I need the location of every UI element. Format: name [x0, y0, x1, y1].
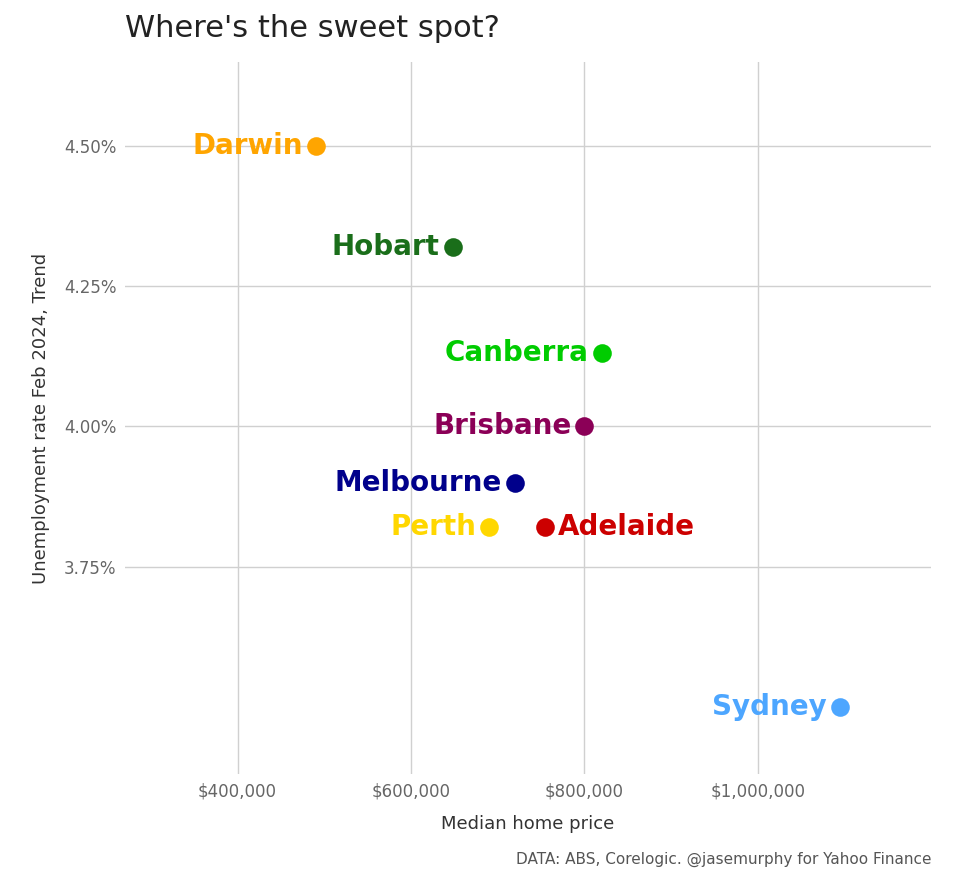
Point — [444, 239, 460, 253]
Text: Canberra: Canberra — [444, 340, 588, 368]
Point — [308, 139, 324, 153]
Text: Sydney: Sydney — [712, 693, 828, 721]
Text: Brisbane: Brisbane — [433, 413, 571, 440]
Point — [538, 520, 553, 534]
Text: Perth: Perth — [390, 513, 476, 541]
Point — [481, 520, 496, 534]
Y-axis label: Unemployment rate Feb 2024, Trend: Unemployment rate Feb 2024, Trend — [32, 253, 50, 583]
Point — [577, 420, 592, 434]
Text: Adelaide: Adelaide — [559, 513, 695, 541]
Text: Darwin: Darwin — [192, 132, 302, 160]
Text: Hobart: Hobart — [332, 233, 440, 260]
Point — [507, 475, 522, 489]
Text: Melbourne: Melbourne — [335, 468, 502, 496]
X-axis label: Median home price: Median home price — [442, 815, 614, 832]
Text: DATA: ABS, Corelogic. @jasemurphy for Yahoo Finance: DATA: ABS, Corelogic. @jasemurphy for Ya… — [516, 852, 931, 867]
Point — [594, 347, 610, 361]
Point — [832, 700, 848, 714]
Text: Where's the sweet spot?: Where's the sweet spot? — [125, 13, 499, 42]
